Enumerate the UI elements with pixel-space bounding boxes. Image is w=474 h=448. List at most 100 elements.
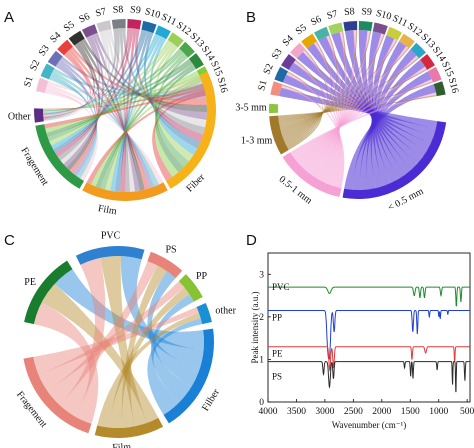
site-arc-s14: [189, 53, 204, 70]
panel-label-a: A: [4, 9, 14, 26]
site-arc-s3: [47, 50, 63, 67]
ribbon: [119, 28, 137, 193]
site-label-s6: S6: [309, 14, 323, 28]
site-label-s5: S5: [62, 19, 77, 34]
ribbon: [54, 269, 204, 350]
ribbon: [122, 28, 206, 135]
site-arc-s8: [343, 21, 358, 32]
site-arc-s15: [428, 66, 442, 83]
ribbon: [45, 73, 200, 133]
ribbon: [43, 76, 87, 121]
ribbon: [79, 40, 145, 191]
site-arc-s5: [68, 30, 85, 46]
polymer-label-ps: PS: [165, 244, 176, 255]
x-tick-label: 4000: [259, 407, 278, 417]
ribbon: [312, 30, 357, 178]
site-arc-s3: [281, 53, 296, 70]
ribbon: [47, 75, 203, 97]
site-label-s7: S7: [94, 6, 107, 19]
polymer-label-other: other: [215, 305, 236, 316]
series-pvc: [268, 286, 470, 307]
ribbon: [60, 30, 111, 165]
plot-frame: [267, 252, 471, 403]
site-label-s3: S3: [37, 43, 52, 58]
ribbon: [66, 41, 100, 171]
size-label-3-5mm: 3-5 mm: [235, 102, 267, 113]
panel-label-d: D: [246, 232, 257, 249]
site-arc-s6: [314, 26, 330, 41]
site-label-s16: S16: [215, 76, 230, 94]
ribbon: [358, 30, 406, 180]
ribbon: [135, 28, 204, 142]
polymer-arc-pe: [24, 260, 73, 325]
ribbon: [46, 61, 193, 138]
ribbon: [293, 60, 341, 187]
trace-label-pe: PE: [272, 349, 283, 359]
ribbon: [344, 30, 412, 175]
ribbon: [143, 32, 201, 149]
site-arc-s4: [57, 39, 73, 56]
y-tick-label: 3: [259, 270, 264, 280]
series-ps: [268, 361, 470, 393]
site-arc-s14: [420, 53, 435, 70]
shape-label-film: Film: [112, 442, 131, 448]
ribbon: [59, 257, 106, 417]
ribbon: [43, 40, 171, 113]
ribbon: [352, 71, 432, 190]
ribbon: [52, 68, 205, 97]
polymer-label-pp: PP: [196, 271, 208, 282]
x-tick-label: 2000: [372, 407, 391, 417]
ribbon: [109, 287, 190, 429]
site-label-s10: S10: [144, 6, 162, 21]
ribbon: [155, 66, 197, 173]
site-label-s3: S3: [270, 47, 285, 62]
ribbon: [285, 59, 325, 147]
trace-label-pvc: PVC: [272, 282, 290, 292]
site-label-s9: S9: [130, 4, 142, 16]
ribbon: [119, 28, 131, 192]
size-arc-1: [269, 115, 289, 155]
ribbon: [121, 265, 167, 428]
ribbon: [110, 36, 164, 192]
size-arc-3: [342, 121, 447, 200]
site-label-s6: S6: [77, 11, 91, 25]
site-arc-s13: [410, 42, 426, 59]
ribbon: [100, 52, 186, 190]
ribbon: [33, 307, 199, 375]
x-axis-title: Wavenumber (cm⁻¹): [332, 420, 406, 430]
ribbon: [315, 31, 347, 180]
ribbon: [288, 62, 434, 145]
ribbon: [368, 31, 399, 183]
site-label-s4: S4: [281, 33, 296, 48]
shape-label-filber: Filber: [200, 387, 222, 414]
size-arc-2: [282, 152, 342, 198]
ribbon: [50, 73, 98, 179]
site-label-s10: S10: [375, 8, 393, 23]
site-label-s5: S5: [294, 22, 309, 37]
site-label-s16: S16: [446, 77, 461, 95]
site-arc-s10: [141, 20, 157, 34]
y-axis-title: Peak intensity (a.u.): [250, 292, 260, 364]
ribbon: [153, 45, 194, 162]
shape-arc-film: [94, 417, 164, 438]
ribbons-c: [33, 256, 204, 429]
site-arc-s11: [386, 26, 402, 41]
x-tick-label: 500: [460, 407, 474, 417]
size-arc-0: [269, 103, 279, 114]
category-arc-fiber: [166, 71, 217, 189]
site-arc-s10: [372, 22, 388, 35]
site-arc-s6: [81, 24, 98, 38]
ribbon: [286, 71, 323, 149]
size-label-1-3mm: 1-3 mm: [241, 135, 273, 146]
site-arc-s12: [398, 33, 415, 49]
category-arc-fragement: [35, 124, 84, 189]
ftir-spectra-chart: 4000 3500 3000 2500 2000 1500 1000 500 0 1 2 3 Waven…: [250, 252, 474, 430]
x-tick-label: 2500: [344, 407, 363, 417]
site-arc-s9: [358, 21, 373, 32]
ribbon: [43, 89, 85, 122]
ribbon: [81, 38, 207, 113]
category-arc-film: [82, 182, 168, 201]
